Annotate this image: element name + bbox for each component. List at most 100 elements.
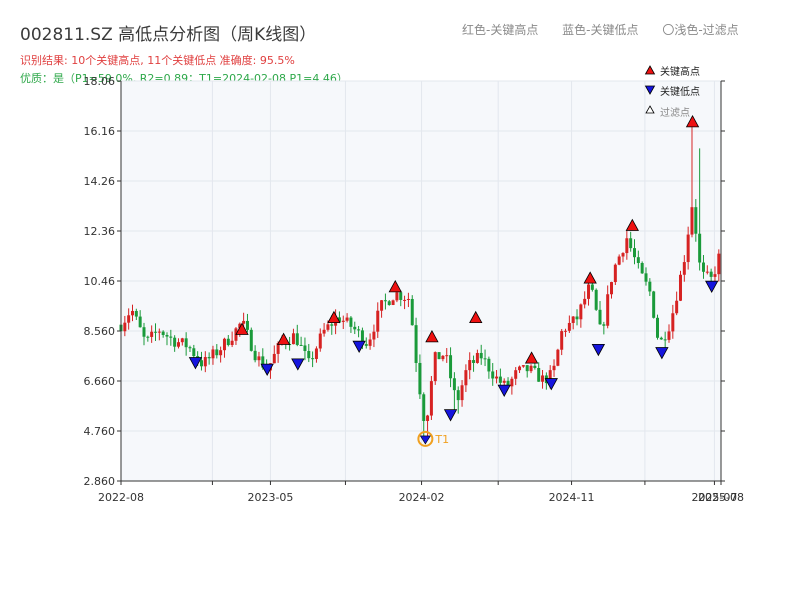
candle xyxy=(299,336,303,346)
key-high-marker xyxy=(327,310,341,324)
candle xyxy=(173,335,177,352)
candle-body xyxy=(498,376,502,383)
candle xyxy=(583,291,587,309)
candle xyxy=(491,363,495,386)
candle-body xyxy=(633,248,637,258)
candle xyxy=(636,250,640,269)
candle-body xyxy=(257,356,261,361)
candle xyxy=(134,308,138,321)
candle xyxy=(667,324,671,343)
candle xyxy=(678,270,682,302)
t1-low-marker xyxy=(419,435,431,445)
candle xyxy=(353,321,357,335)
candle xyxy=(199,351,203,371)
candle xyxy=(652,290,656,319)
key-high-marker xyxy=(276,332,291,345)
candle-body xyxy=(587,284,591,299)
candle xyxy=(449,347,453,388)
candle xyxy=(418,354,422,399)
y-tick-label: 10.46 xyxy=(84,275,116,288)
candle-body xyxy=(326,324,330,330)
candle-body xyxy=(226,338,230,346)
candle-body xyxy=(410,298,414,326)
candle-body xyxy=(464,370,468,386)
candle xyxy=(698,148,702,271)
candle-body xyxy=(318,333,322,349)
candle xyxy=(564,328,568,337)
candle-body xyxy=(441,355,445,360)
candle-body xyxy=(548,370,552,384)
candle-body xyxy=(460,385,464,401)
candle xyxy=(357,326,361,338)
candle xyxy=(161,330,165,338)
candle xyxy=(487,356,491,379)
key-low-marker xyxy=(352,340,366,354)
candle xyxy=(303,337,307,361)
x-tick-label: 2023-05 xyxy=(247,491,293,504)
candle xyxy=(629,231,633,252)
candle xyxy=(617,254,621,266)
candle-body xyxy=(495,376,499,379)
candle xyxy=(123,315,127,337)
candle-body xyxy=(261,356,265,368)
candle xyxy=(437,352,441,360)
candle-body xyxy=(625,238,629,254)
key-low-marker xyxy=(497,384,511,397)
candle-body xyxy=(295,333,299,345)
candle xyxy=(127,308,131,330)
candle-body xyxy=(510,378,514,387)
candle-body xyxy=(249,329,253,351)
candle-body xyxy=(606,294,610,326)
x-tick-label: 2024-11 xyxy=(549,491,595,504)
candle xyxy=(345,313,349,323)
candle-body xyxy=(613,264,617,283)
candle-body xyxy=(556,349,560,366)
candle xyxy=(579,303,583,328)
key-low-marker xyxy=(260,363,274,376)
t1-label: T1 xyxy=(434,433,449,446)
top-legend: 红色-关键高点 蓝色-关键低点 〇浅色-过滤点 xyxy=(462,21,759,38)
candle-body xyxy=(529,365,533,372)
candle xyxy=(322,323,326,337)
candle-body xyxy=(437,352,441,360)
candle xyxy=(207,352,211,365)
candle-body xyxy=(341,320,345,322)
candle-body xyxy=(180,338,184,343)
candle xyxy=(372,324,376,348)
candle-body xyxy=(552,365,556,371)
key-high-marker xyxy=(235,322,249,335)
key-low-marker xyxy=(544,378,558,391)
candle-body xyxy=(426,415,430,422)
candle xyxy=(445,348,449,363)
candle-body xyxy=(502,380,506,383)
candle xyxy=(594,288,598,311)
candle-body xyxy=(364,344,368,346)
key-low-marker xyxy=(655,347,669,360)
candle-body xyxy=(598,309,602,325)
candle-body xyxy=(311,358,315,360)
candle xyxy=(368,333,372,350)
candle-body xyxy=(395,292,399,301)
candles xyxy=(119,122,721,439)
candle xyxy=(245,313,249,333)
candle-body xyxy=(575,316,579,320)
candle xyxy=(341,315,345,330)
candle-body xyxy=(276,343,280,354)
candle-body xyxy=(698,233,702,263)
candle xyxy=(541,369,545,389)
candle xyxy=(387,299,391,306)
candle-body xyxy=(590,284,594,290)
candle-body xyxy=(418,362,422,395)
candle-body xyxy=(567,322,571,331)
candle xyxy=(602,321,606,335)
candle xyxy=(376,302,380,338)
candle xyxy=(272,345,276,364)
candle xyxy=(441,355,445,362)
candle xyxy=(475,349,479,364)
candle xyxy=(364,337,368,349)
candle-body xyxy=(130,310,134,316)
candle xyxy=(176,338,180,349)
candle-body xyxy=(215,349,219,356)
candle xyxy=(188,345,192,353)
legend-low-icon xyxy=(644,85,656,95)
